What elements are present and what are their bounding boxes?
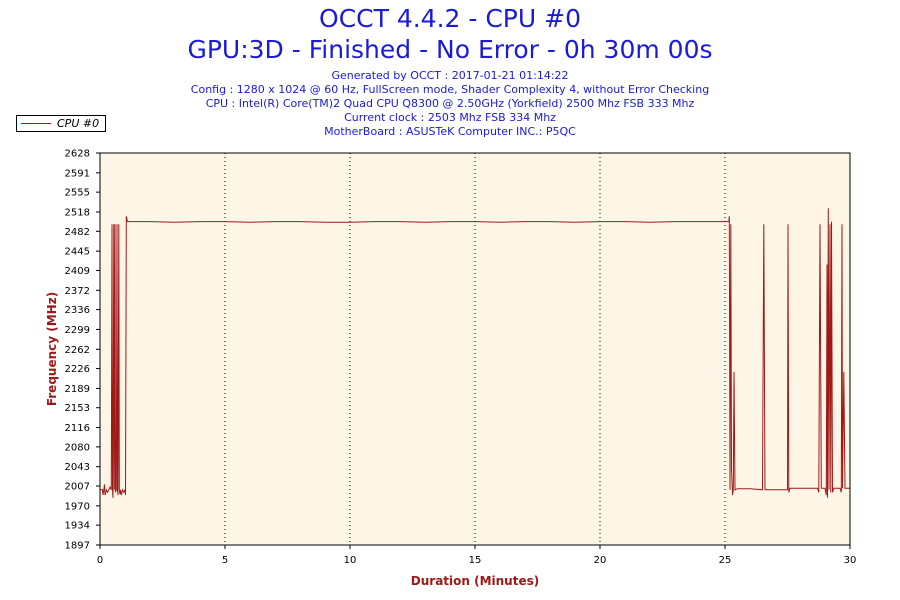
y-tick-label: 2226	[65, 364, 90, 375]
y-tick-label: 2372	[65, 286, 90, 297]
y-tick-label: 2043	[65, 462, 90, 473]
x-tick-label: 15	[469, 555, 482, 566]
x-tick-label: 30	[844, 555, 857, 566]
x-tick-label: 5	[222, 555, 228, 566]
x-axis-label: Duration (Minutes)	[411, 574, 539, 588]
chart-subtitle: GPU:3D - Finished - No Error - 0h 30m 00…	[187, 35, 713, 64]
legend-swatch	[21, 123, 51, 124]
chart-legend: CPU #0	[16, 115, 106, 132]
y-tick-label: 1897	[65, 541, 90, 552]
y-tick-label: 2409	[65, 266, 90, 277]
y-tick-label: 2445	[65, 247, 90, 258]
y-tick-label: 1934	[65, 521, 90, 532]
y-tick-label: 2299	[65, 325, 90, 336]
info-cpu: CPU : Intel(R) Core(TM)2 Quad CPU Q8300 …	[205, 97, 695, 110]
plot-frame	[99, 152, 851, 546]
info-config: Config : 1280 x 1024 @ 60 Hz, FullScreen…	[190, 83, 710, 96]
x-tick-label: 20	[594, 555, 607, 566]
y-tick-label: 1970	[65, 501, 90, 512]
y-tick-label: 2591	[65, 168, 90, 179]
y-tick-label: 2628	[65, 149, 90, 160]
y-tick-label: 2482	[65, 227, 90, 238]
y-tick-label: 2080	[65, 442, 90, 453]
legend-label: CPU #0	[57, 117, 100, 130]
series-line-cpu0	[100, 208, 850, 498]
y-axis-label: Frequency (MHz)	[45, 292, 59, 406]
info-motherboard: MotherBoard : ASUSTeK Computer INC.: P5Q…	[324, 125, 576, 138]
y-tick-label: 2518	[65, 207, 90, 218]
y-axis: 1897 1934 1970 2007 2043 2080 2116 2153 2189 2226…	[65, 149, 100, 552]
info-generated: Generated by OCCT : 2017-01-21 01:14:22	[331, 69, 569, 82]
y-tick-label: 2116	[65, 423, 90, 434]
x-tick-label: 0	[97, 555, 103, 566]
grid-lines	[224, 153, 726, 545]
info-clock: Current clock : 2503 Mhz FSB 334 Mhz	[344, 111, 556, 124]
y-tick-label: 2153	[65, 403, 90, 414]
y-tick-label: 2007	[65, 482, 90, 493]
y-tick-label: 2189	[65, 384, 90, 395]
x-axis: 0 5 10 15 20 25 30	[97, 545, 857, 566]
y-tick-label: 2336	[65, 305, 90, 316]
y-tick-label: 2555	[65, 188, 90, 199]
chart-title: OCCT 4.4.2 - CPU #0	[319, 4, 581, 33]
y-tick-label: 2262	[65, 345, 90, 356]
x-tick-label: 10	[344, 555, 357, 566]
x-tick-label: 25	[719, 555, 732, 566]
